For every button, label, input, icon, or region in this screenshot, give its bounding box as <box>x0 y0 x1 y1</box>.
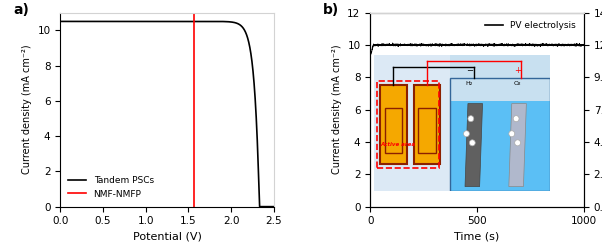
X-axis label: Time (s): Time (s) <box>455 232 500 242</box>
Text: a): a) <box>13 3 29 17</box>
Legend: PV electrolysis: PV electrolysis <box>481 17 580 33</box>
X-axis label: Potential (V): Potential (V) <box>132 232 202 242</box>
Y-axis label: Current density (mA cm⁻²): Current density (mA cm⁻²) <box>22 45 32 174</box>
Legend: Tandem PSCs, NMF-NMFP: Tandem PSCs, NMF-NMFP <box>64 172 157 202</box>
Y-axis label: Current density (mA cm⁻²): Current density (mA cm⁻²) <box>332 45 342 174</box>
Text: b): b) <box>323 3 340 17</box>
